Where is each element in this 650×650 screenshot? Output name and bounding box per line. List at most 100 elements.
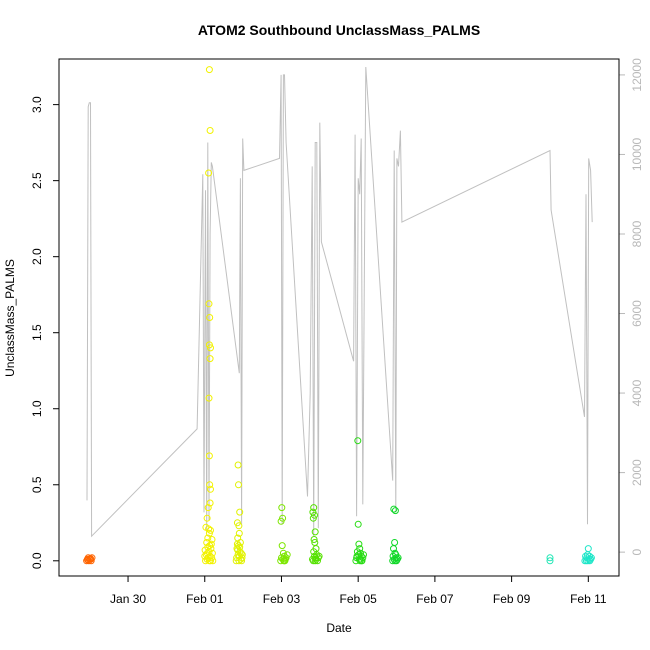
data-point <box>238 551 246 559</box>
data-point <box>546 557 554 565</box>
y2-tick-label: 4000 <box>630 379 644 406</box>
data-point <box>281 557 289 565</box>
data-point <box>206 127 214 134</box>
data-point <box>207 485 214 493</box>
data-point <box>205 529 213 537</box>
data-point <box>205 300 213 308</box>
data-point <box>391 507 399 515</box>
y-tick-label: 3.0 <box>30 96 44 113</box>
data-point <box>207 344 214 352</box>
data-point <box>277 517 285 525</box>
series-group <box>83 554 96 565</box>
data-point <box>209 557 217 565</box>
data-point <box>238 554 246 562</box>
data-point <box>236 508 244 516</box>
data-point <box>207 526 214 534</box>
data-point <box>205 525 213 533</box>
data-point <box>233 540 241 548</box>
data-point <box>235 481 242 489</box>
data-point <box>202 557 209 565</box>
data-point <box>389 557 397 565</box>
data-point <box>309 514 317 522</box>
secondary-series-layer <box>86 66 593 538</box>
data-point <box>581 557 589 565</box>
data-point <box>354 437 362 445</box>
y-axis-label: UnclassMass_PALMS <box>3 259 17 377</box>
axes-layer: Jan 30 Feb 01 Feb 03 Feb 05 Feb 07 Feb 09 Feb … <box>30 58 644 606</box>
y-tick-label: 1.5 <box>30 324 44 341</box>
data-point <box>586 552 593 560</box>
secondary-series-line <box>86 66 593 538</box>
data-point <box>87 555 95 563</box>
x-tick-label: Feb 07 <box>416 592 454 606</box>
data-point <box>205 66 213 74</box>
y2-tick-label: 6000 <box>630 300 644 327</box>
y2-tick-label: 2000 <box>630 459 644 486</box>
data-point <box>390 545 397 553</box>
data-point <box>546 554 554 562</box>
data-point <box>201 552 209 560</box>
data-point <box>353 552 361 560</box>
data-point <box>355 540 363 548</box>
data-point <box>278 504 286 512</box>
data-point <box>205 341 213 349</box>
x-tick-label: Feb 09 <box>493 592 531 606</box>
data-point <box>208 554 216 562</box>
data-point <box>390 505 398 513</box>
x-tick-label: Jan 30 <box>110 592 146 606</box>
data-point <box>310 536 318 543</box>
data-point <box>354 520 362 528</box>
y-tick-label: 0.0 <box>30 552 44 569</box>
data-point <box>234 461 242 469</box>
chart-title: ATOM2 Southbound UnclassMass_PALMS <box>198 22 480 38</box>
data-point <box>208 536 216 543</box>
data-point <box>587 554 595 562</box>
data-point <box>206 314 214 321</box>
y-tick-label: 1.0 <box>30 400 44 417</box>
data-point <box>235 529 243 537</box>
series-group <box>201 66 217 565</box>
data-point <box>204 534 212 542</box>
data-point <box>314 557 321 565</box>
data-point <box>205 452 213 460</box>
x-tick-label: Feb 11 <box>570 592 607 606</box>
data-point <box>88 554 96 562</box>
data-point <box>206 481 214 489</box>
data-point <box>204 504 212 512</box>
series-group <box>309 504 323 565</box>
data-point <box>360 551 367 559</box>
series-group <box>277 504 291 565</box>
data-point <box>203 514 211 522</box>
data-point <box>312 555 320 563</box>
y-tick-label: 2.5 <box>30 172 44 189</box>
plot-frame <box>58 58 620 577</box>
data-point <box>208 549 216 557</box>
x-axis-label: Date <box>326 621 352 635</box>
y2-tick-label: 12000 <box>630 58 644 92</box>
y2-tick-label: 8000 <box>630 220 644 247</box>
data-point <box>310 504 318 512</box>
data-point <box>205 394 213 402</box>
data-point <box>205 169 213 177</box>
y2-tick-label: 10000 <box>630 137 644 171</box>
data-point <box>283 551 291 559</box>
series-group <box>389 505 402 565</box>
data-point <box>277 557 285 565</box>
data-point <box>235 522 243 530</box>
data-point <box>394 554 402 562</box>
data-point <box>232 557 240 565</box>
data-point <box>584 545 592 553</box>
y2-tick-label: 0 <box>630 548 644 555</box>
series-group <box>232 461 246 565</box>
y-tick-label: 0.5 <box>30 476 44 493</box>
data-point <box>206 355 214 363</box>
data-point <box>311 528 319 536</box>
series-group <box>546 554 554 565</box>
x-tick-label: Feb 01 <box>186 592 224 606</box>
data-point <box>358 557 366 565</box>
data-point <box>391 539 399 546</box>
series-group <box>352 437 367 565</box>
data-point <box>204 543 212 551</box>
x-tick-label: Feb 03 <box>263 592 301 606</box>
